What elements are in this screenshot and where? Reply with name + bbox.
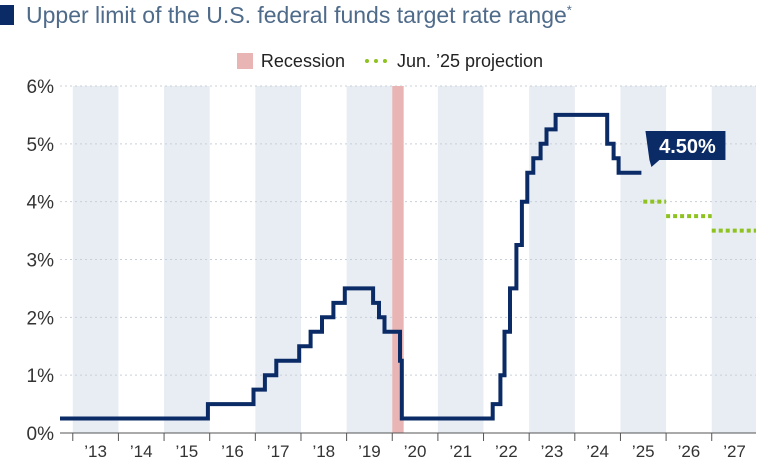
title-text: Upper limit of the U.S. federal funds ta… <box>26 2 572 29</box>
title-label: Upper limit of the U.S. federal funds ta… <box>26 1 567 28</box>
recession-band <box>392 86 404 433</box>
x-tick-label: ’27 <box>723 442 746 461</box>
x-tick-label: ’26 <box>678 442 701 461</box>
y-tick-label: 4% <box>27 193 55 214</box>
chart-title: Upper limit of the U.S. federal funds ta… <box>0 0 780 30</box>
legend-recession-label: Recession <box>260 50 345 71</box>
recession-swatch <box>236 53 253 69</box>
callout-label: 4.50% <box>659 136 716 158</box>
x-tick-label: ’20 <box>404 442 427 461</box>
y-tick-label: 3% <box>27 251 55 272</box>
x-tick-label: ’19 <box>358 442 381 461</box>
x-tick-label: ’17 <box>267 442 290 461</box>
y-tick-label: 2% <box>27 308 55 329</box>
legend-item-recession: Recession <box>236 50 345 72</box>
x-tick-label: ’18 <box>312 442 335 461</box>
legend-projection-label: Jun. ’25 projection <box>396 50 544 71</box>
x-tick-label: ’21 <box>449 442 472 461</box>
y-tick-label: 5% <box>27 135 55 156</box>
year-band <box>255 86 301 433</box>
year-band <box>346 86 393 433</box>
y-tick-label: 6% <box>27 77 55 98</box>
x-tick-label: ’22 <box>495 442 518 461</box>
x-tick-label: ’13 <box>84 442 107 461</box>
legend-item-projection: Jun. ’25 projection <box>364 50 544 72</box>
callout-box <box>645 131 726 167</box>
x-tick-label: ’23 <box>541 442 564 461</box>
x-tick-label: ’14 <box>130 442 153 461</box>
y-tick-label: 0% <box>27 424 55 445</box>
x-tick-label: ’24 <box>586 442 609 461</box>
title-marker <box>0 5 14 25</box>
legend: Recession Jun. ’25 projection <box>0 50 780 72</box>
projection-swatch <box>364 59 387 63</box>
x-tick-label: ’25 <box>632 442 655 461</box>
title-footnote-mark: * <box>566 1 572 17</box>
value-callout: 4.50% <box>645 131 726 167</box>
x-tick-label: ’15 <box>176 442 199 461</box>
x-tick-label: ’16 <box>221 442 244 461</box>
rate-series-line <box>60 112 642 421</box>
y-tick-label: 1% <box>27 366 55 387</box>
